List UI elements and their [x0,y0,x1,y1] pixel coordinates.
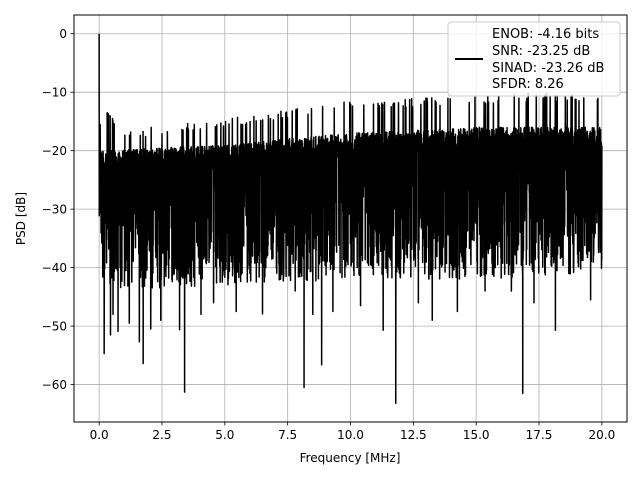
x-tick-label: 20.0 [589,428,616,442]
x-axis-label: Frequency [MHz] [300,451,401,465]
x-tick-label: 0.0 [90,428,109,442]
y-axis-label: PSD [dB] [14,192,28,245]
legend-sinad: SINAD: -23.26 dB [492,61,604,76]
x-tick-label: 12.5 [400,428,427,442]
x-tick-label: 15.0 [463,428,490,442]
x-tick-label: 17.5 [526,428,553,442]
y-tick-label: −60 [42,378,67,392]
y-tick-label: 0 [59,27,67,41]
y-tick-label: −40 [42,261,67,275]
legend: ENOB: -4.16 bits SNR: -23.25 dB SINAD: -… [448,22,620,96]
legend-snr: SNR: -23.25 dB [492,44,590,59]
legend-sfdr: SFDR: 8.26 [492,77,564,92]
x-tick-label: 2.5 [152,428,171,442]
x-tick-label: 5.0 [215,428,234,442]
legend-enob: ENOB: -4.16 bits [492,27,599,42]
y-tick-label: −50 [42,320,67,334]
x-tick-label: 10.0 [337,428,364,442]
y-tick-label: −10 [42,86,67,100]
y-tick-label: −30 [42,203,67,217]
x-tick-label: 7.5 [278,428,297,442]
y-tick-label: −20 [42,144,67,158]
